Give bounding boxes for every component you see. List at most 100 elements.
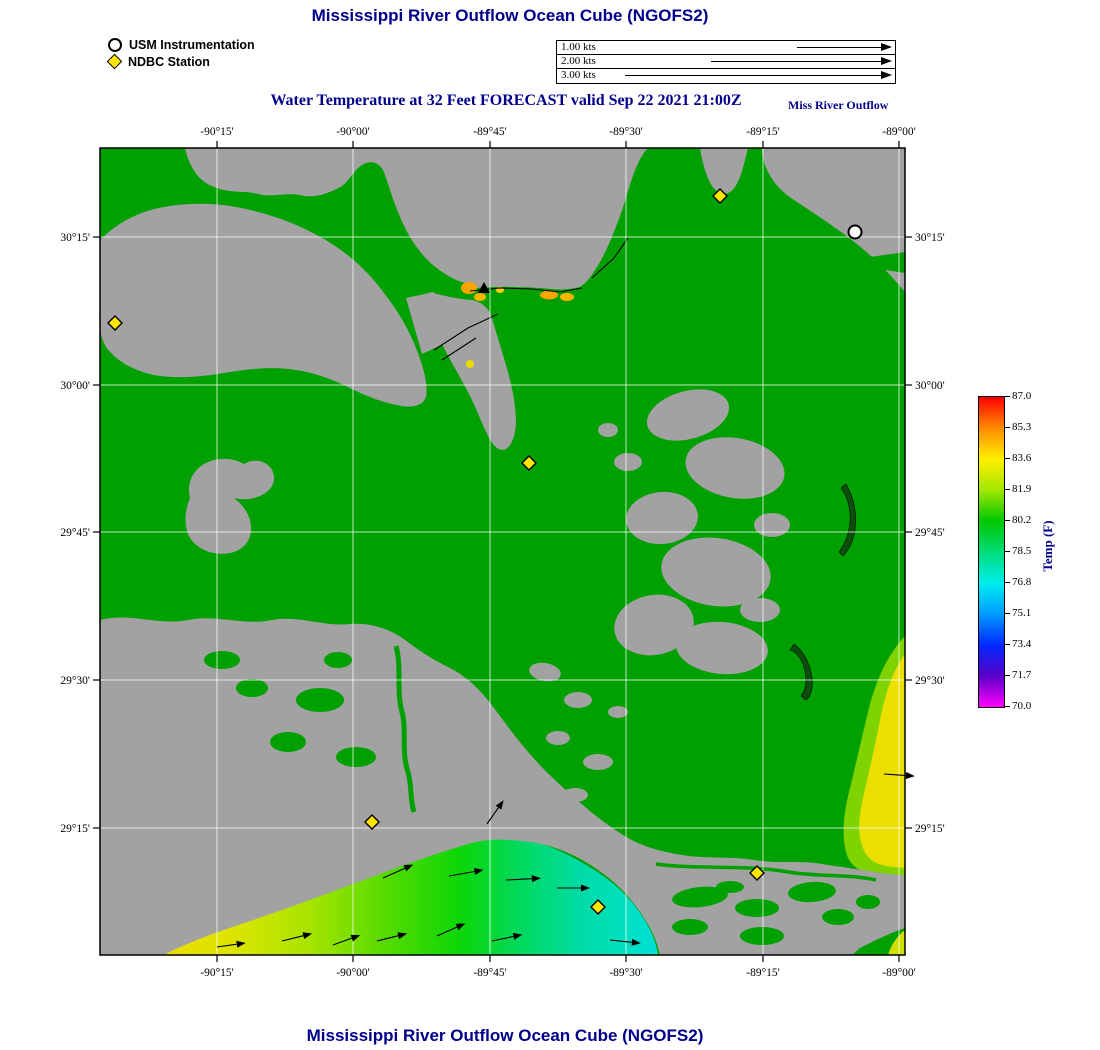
marsh-island <box>646 389 730 441</box>
delta-pond <box>672 919 708 935</box>
gulf-temperature-band <box>158 835 658 955</box>
arrowhead-icon <box>881 70 892 79</box>
plot-subtitle: Water Temperature at 32 Feet FORECAST va… <box>270 92 742 109</box>
land-north-shore-west <box>185 148 648 290</box>
legend-item-usm: USM Instrumentation <box>108 36 255 53</box>
marsh-island <box>740 598 780 622</box>
colorbar <box>978 396 1005 708</box>
latitude-label: 30°15' <box>915 232 945 244</box>
channel-line <box>591 237 629 279</box>
colorbar-tick-label: 73.4 <box>1012 638 1032 650</box>
colorbar-tick <box>1004 520 1010 521</box>
colorbar-tick <box>1004 396 1010 397</box>
colorbar-tick-label: 80.2 <box>1012 514 1032 526</box>
current-vector-head <box>302 932 313 940</box>
longitude-label: -90°15' <box>200 967 234 979</box>
marsh-island <box>583 754 613 770</box>
ndbc-station-marker <box>749 865 765 881</box>
current-vector-head <box>581 884 590 892</box>
river-outflow-warm-spots <box>461 282 574 368</box>
grid-layer <box>100 148 905 955</box>
colorbar-tick-label: 78.5 <box>1012 545 1032 557</box>
latitude-label: 30°00' <box>915 380 945 392</box>
legend-item-ndbc: NDBC Station <box>106 53 255 70</box>
colorbar-tick-label: 83.6 <box>1012 452 1032 464</box>
warm-outflow-spot <box>461 282 477 294</box>
marsh-pond <box>236 679 268 697</box>
current-vector <box>883 773 906 777</box>
current-vector-head <box>403 864 414 872</box>
marsh-island <box>598 423 618 437</box>
longitude-label: -89°45' <box>473 126 507 138</box>
warm-outflow-spot <box>540 290 558 300</box>
map-legend: USM Instrumentation NDBC Station <box>106 36 255 70</box>
latitude-label: 29°30' <box>915 675 945 687</box>
colorbar-tick-label: 87.0 <box>1012 390 1032 402</box>
current-vector <box>486 807 499 825</box>
breton-sound-islands <box>529 662 628 802</box>
latitude-label: 30°15' <box>60 232 90 244</box>
current-vector <box>448 870 475 877</box>
land-east-marsh <box>598 389 790 675</box>
warm-outflow-spot <box>474 293 486 301</box>
map-frame <box>99 147 906 956</box>
delta-pond <box>788 881 836 903</box>
station-marker-layer <box>107 188 915 948</box>
velocity-scale-box: 1.00 kts 2.00 kts 3.00 kts <box>556 40 896 84</box>
current-vector <box>505 878 532 881</box>
marsh-island <box>626 491 698 545</box>
latitude-label: 29°45' <box>915 527 945 539</box>
current-vector-head <box>397 932 408 940</box>
footer-title: Mississippi River Outflow Ocean Cube (NG… <box>306 1026 704 1045</box>
marsh-island <box>614 453 642 471</box>
longitude-label: -89°45' <box>473 967 507 979</box>
coastal-inlet <box>836 252 905 273</box>
current-vector-head <box>905 772 915 780</box>
delta-pond <box>735 899 779 917</box>
delta-pond <box>822 909 854 925</box>
marsh-island <box>608 706 628 718</box>
current-vector <box>436 926 458 937</box>
colorbar-tick <box>1004 551 1010 552</box>
longitude-label: -89°00' <box>882 967 916 979</box>
velocity-label-2: 2.00 kts <box>561 55 596 67</box>
current-vector-head <box>512 933 523 940</box>
barrier-island <box>789 643 813 701</box>
velocity-arrow-3kt <box>625 70 892 79</box>
inland-water-details <box>204 645 880 945</box>
colorbar-tick-label: 75.1 <box>1012 607 1032 619</box>
marsh-island <box>661 537 771 607</box>
colorbar-tick-label: 70.0 <box>1012 700 1032 712</box>
longitude-label: -89°30' <box>609 967 643 979</box>
land-north-shore-east <box>762 148 905 292</box>
land-pontchartrain-block <box>99 203 427 407</box>
ndbc-station-marker <box>107 315 123 331</box>
marsh-island <box>614 594 694 656</box>
land-small-island <box>185 458 275 554</box>
current-vector <box>609 939 632 943</box>
ndbc-station-marker <box>712 188 728 204</box>
marsh-island <box>546 731 570 745</box>
longitude-label: -89°15' <box>746 967 780 979</box>
legend-label-ndbc: NDBC Station <box>128 54 210 69</box>
colorbar-tick <box>1004 706 1010 707</box>
longitude-label: -89°15' <box>746 126 780 138</box>
channel-line <box>433 313 499 351</box>
marsh-island <box>685 437 785 499</box>
colorbar-tick <box>1004 613 1010 614</box>
velocity-arrow-2kt <box>711 56 892 65</box>
land-borgne-peninsula <box>424 292 516 450</box>
warm-outflow-spot <box>560 293 574 301</box>
delta-pond <box>716 881 744 893</box>
colorbar-tick-label: 81.9 <box>1012 483 1032 495</box>
marsh-island <box>676 621 768 675</box>
current-vector-head <box>350 934 361 942</box>
colorbar-tick <box>1004 458 1010 459</box>
current-vector <box>332 937 352 946</box>
colorbar-tick <box>1004 675 1010 676</box>
corner-warm-fringe <box>888 930 905 955</box>
current-vector <box>281 935 304 942</box>
barrier-island <box>838 483 856 557</box>
page-title: Mississippi River Outflow Ocean Cube (NG… <box>311 6 709 25</box>
